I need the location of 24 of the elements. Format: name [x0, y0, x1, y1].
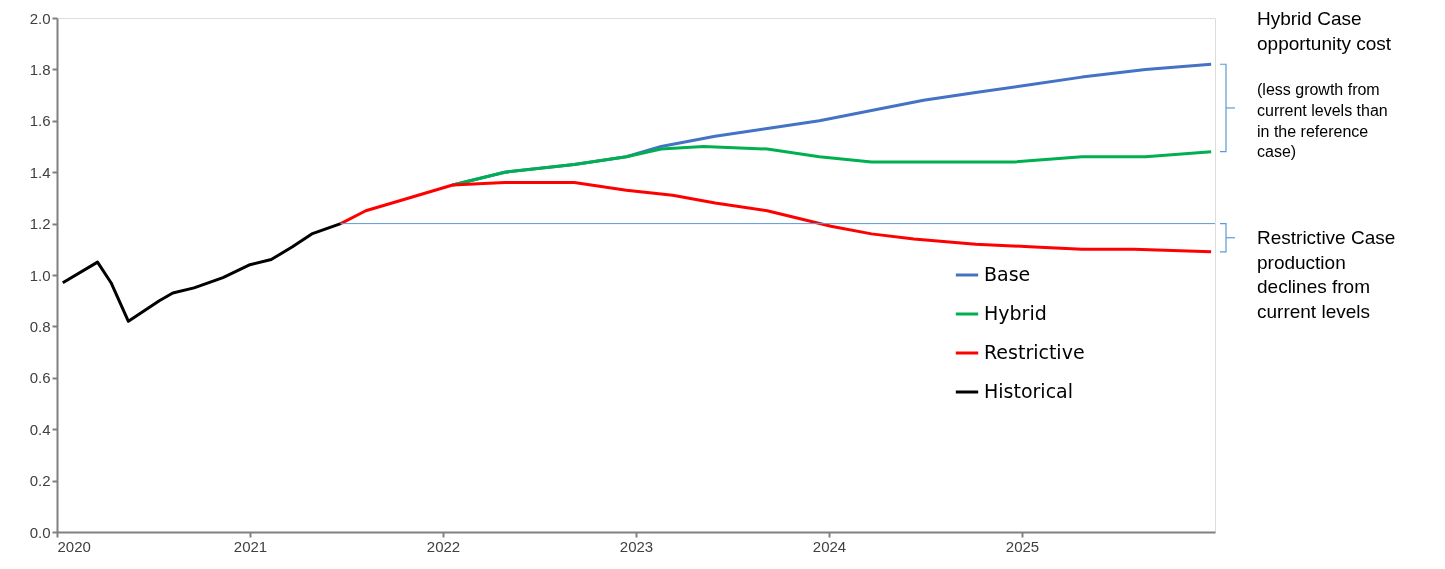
- y-tick-label: 1.8: [29, 60, 51, 78]
- x-tick-label: 2022: [426, 537, 461, 555]
- y-tick-label: 0.6: [29, 369, 51, 387]
- y-tick-label: 0.4: [29, 420, 51, 438]
- text: Hybrid Case opportunity cost: [1257, 8, 1392, 54]
- y-tick-label: 1.2: [29, 215, 51, 233]
- y-tick-label: 0.0: [29, 523, 51, 541]
- x-tick-label: 2020: [57, 537, 91, 555]
- legend-label: Base: [984, 263, 1031, 285]
- x-tick-label: 2024: [812, 537, 847, 555]
- x-tick-label: 2021: [233, 537, 268, 555]
- y-tick-label: 1.4: [29, 163, 51, 181]
- y-tick-label: 1.0: [29, 266, 51, 284]
- x-tick-label: 2023: [619, 537, 654, 555]
- legend-label: Hybrid: [984, 302, 1047, 324]
- y-tick-label: 0.2: [29, 472, 51, 490]
- legend-label: Historical: [984, 380, 1073, 402]
- text: (less growth from current levels than in the reference case): [1257, 81, 1388, 161]
- legend-label: Restrictive: [984, 341, 1085, 363]
- y-tick-label: 0.8: [29, 317, 51, 335]
- y-tick-label: 2.0: [29, 9, 51, 27]
- y-tick-label: 1.6: [29, 112, 51, 130]
- text: Restrictive Case production declines from current levels: [1257, 227, 1396, 323]
- x-tick-label: 2025: [1005, 537, 1040, 555]
